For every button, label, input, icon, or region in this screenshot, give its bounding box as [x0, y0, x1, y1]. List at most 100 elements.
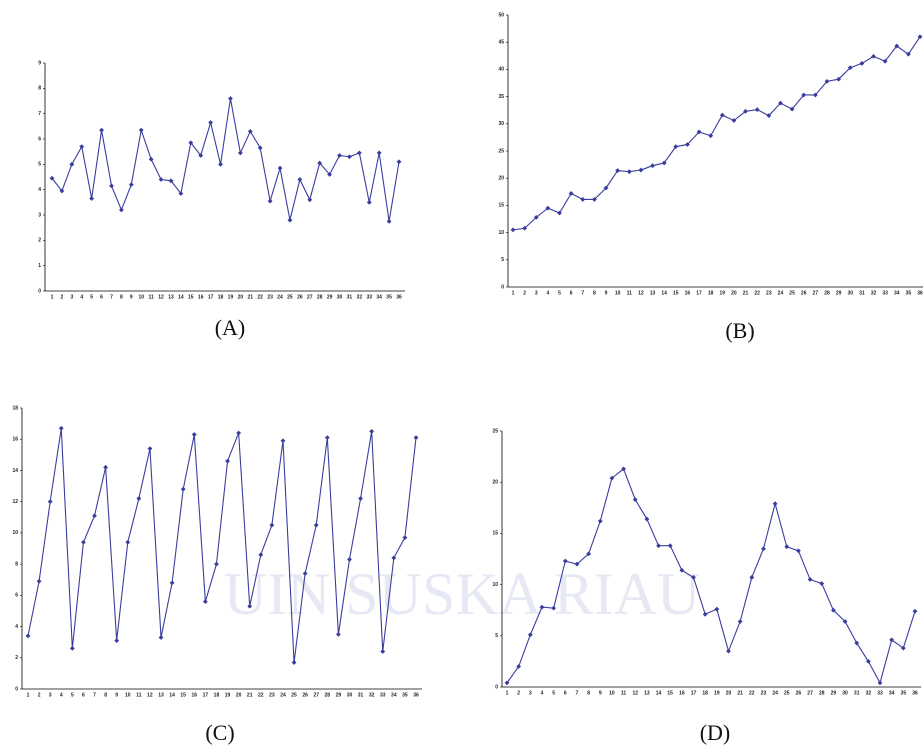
y-tick-label: 50 [498, 12, 504, 18]
data-line [27, 428, 417, 663]
x-tick-label: 6 [570, 290, 573, 296]
x-tick-label: 21 [737, 690, 743, 696]
data-point [324, 435, 330, 441]
caption: (B) [725, 318, 754, 343]
x-tick-label: 25 [287, 294, 293, 300]
data-point [99, 127, 104, 133]
data-point [148, 156, 154, 162]
x-tick-label: 16 [685, 290, 691, 296]
x-tick-label: 20 [238, 294, 244, 300]
watermark: UIN SUSKA RIAU [224, 561, 701, 627]
x-tick-label: 36 [917, 290, 923, 296]
x-tick-label: 29 [336, 692, 342, 698]
data-point [731, 118, 737, 123]
data-point [562, 558, 568, 564]
x-tick-label: 24 [772, 690, 778, 696]
caption: (C) [205, 720, 234, 745]
x-tick-label: 35 [386, 294, 392, 300]
data-point [317, 160, 323, 166]
x-tick-label: 18 [218, 294, 224, 300]
data-point [280, 438, 286, 444]
data-point [580, 197, 586, 202]
x-tick-label: 9 [605, 290, 608, 296]
x-tick-label: 3 [529, 690, 532, 696]
data-point [685, 142, 690, 147]
x-tick-label: 18 [702, 690, 708, 696]
data-point [218, 161, 223, 167]
y-tick-label: 10 [12, 530, 18, 536]
data-point [269, 522, 275, 528]
data-point [347, 154, 352, 160]
x-tick-label: 17 [208, 294, 214, 300]
x-tick-label: 26 [302, 692, 308, 698]
x-tick-label: 7 [576, 690, 579, 696]
x-tick-label: 14 [169, 692, 175, 698]
data-point [539, 604, 545, 610]
x-tick-label: 10 [138, 294, 144, 300]
data-point [69, 161, 75, 167]
x-tick-label: 25 [291, 692, 297, 698]
data-point [380, 649, 386, 654]
data-point [621, 466, 626, 472]
x-tick-label: 29 [327, 294, 333, 300]
data-line [506, 467, 916, 685]
data-point [327, 172, 332, 177]
x-tick-label: 20 [731, 290, 737, 296]
x-tick-label: 35 [901, 690, 907, 696]
x-tick-label: 1 [512, 290, 515, 296]
x-tick-label: 22 [754, 290, 760, 296]
data-point [58, 425, 64, 431]
x-tick-label: 16 [679, 690, 685, 696]
data-point [708, 133, 714, 139]
x-tick-label: 6 [564, 690, 567, 696]
data-point [754, 107, 760, 113]
data-point [737, 619, 743, 624]
data-point [191, 432, 197, 437]
x-tick-label: 31 [854, 690, 860, 696]
data-point [356, 150, 362, 156]
x-tick-label: 12 [147, 692, 153, 698]
x-tick-label: 26 [297, 294, 303, 300]
x-tick-label: 33 [380, 692, 386, 698]
x-tick-label: 21 [743, 290, 749, 296]
x-tick-label: 30 [337, 294, 343, 300]
data-point [214, 561, 219, 567]
x-tick-label: 33 [877, 690, 883, 696]
data-point [103, 464, 108, 470]
data-line [512, 36, 921, 231]
x-tick-label: 32 [369, 692, 375, 698]
x-tick-label: 14 [656, 690, 662, 696]
data-point [202, 599, 208, 604]
x-tick-label: 14 [661, 290, 667, 296]
data-point [287, 217, 293, 223]
data-point [386, 218, 392, 224]
y-tick-label: 2 [38, 238, 41, 244]
y-tick-label: 15 [498, 203, 504, 209]
data-point [169, 580, 175, 586]
x-tick-label: 35 [402, 692, 408, 698]
data-point [894, 43, 900, 49]
x-tick-label: 29 [836, 290, 842, 296]
x-tick-label: 31 [859, 290, 865, 296]
data-point [807, 577, 813, 582]
y-tick-label: 0 [38, 288, 41, 294]
data-point [208, 120, 214, 125]
x-tick-label: 5 [558, 290, 561, 296]
x-tick-label: 19 [225, 692, 231, 698]
data-point [557, 210, 562, 216]
data-point [743, 108, 748, 114]
data-point [237, 150, 243, 156]
data-point [297, 177, 303, 182]
x-tick-label: 23 [267, 294, 273, 300]
x-tick-label: 3 [70, 294, 73, 300]
data-line [51, 98, 400, 222]
data-point [114, 638, 120, 644]
data-point [366, 199, 372, 205]
data-point [877, 680, 883, 686]
x-tick-label: 5 [71, 692, 74, 698]
y-tick-label: 0 [15, 686, 18, 692]
x-tick-label: 15 [673, 290, 679, 296]
x-tick-label: 16 [192, 692, 198, 698]
x-tick-label: 28 [819, 690, 825, 696]
